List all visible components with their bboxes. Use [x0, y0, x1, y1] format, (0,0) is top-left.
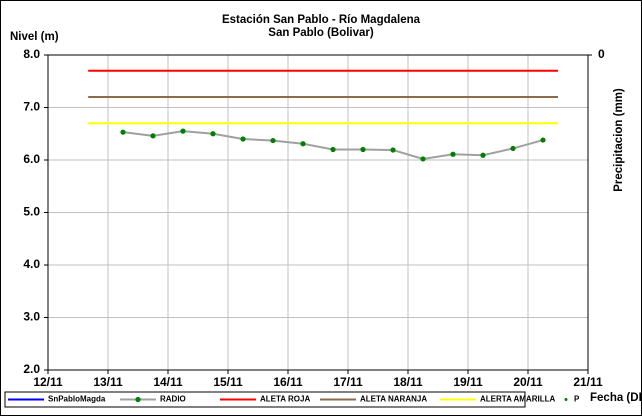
data-point [450, 151, 456, 157]
legend-label: SnPabloMagda [48, 395, 106, 404]
data-point [330, 146, 336, 153]
legend-label: ALETA NARANJA [360, 395, 427, 404]
x-tick-label: 17/11 [333, 375, 363, 389]
data-point [240, 136, 246, 142]
x-tick-label: 21/11 [573, 375, 603, 389]
x-tick-label: 14/11 [153, 375, 183, 389]
plot-border [47, 54, 589, 371]
x-tick-label: 13/11 [93, 375, 123, 389]
y-tick-label: 4.0 [23, 257, 40, 271]
data-point [270, 137, 276, 144]
data-point [390, 147, 396, 153]
data-point [120, 129, 126, 135]
data-point [420, 156, 426, 162]
x-tick-label: 18/11 [393, 375, 423, 389]
y-tick-label: 2.0 [23, 362, 40, 376]
legend-marker [135, 396, 141, 403]
y2-tick-label: 0 [598, 47, 605, 61]
y-tick-label: 6.0 [23, 152, 40, 166]
data-point [300, 141, 306, 147]
chart-subtitle: San Pablo (Bolivar) [268, 27, 374, 39]
y-tick-label: 3.0 [23, 310, 40, 324]
data-point [150, 133, 156, 139]
chart-title: Estación San Pablo - Río Magdalena [222, 14, 421, 26]
legend-label: ALETA ROJA [260, 395, 310, 404]
data-point [540, 137, 546, 143]
x-tick-label: 19/11 [453, 375, 483, 389]
y-axis-label: Nivel (m) [10, 31, 59, 43]
x-axis-label: Fecha (DD/MM) [590, 392, 642, 404]
x-tick-label: 15/11 [213, 375, 243, 389]
legend-label: RADIO [160, 395, 186, 404]
y-tick-label: 5.0 [23, 205, 40, 219]
legend-box [4, 391, 526, 408]
data-point [360, 146, 366, 153]
y-tick-label: 7.0 [23, 100, 40, 114]
x-tick-label: 12/11 [33, 375, 63, 389]
x-tick-label: 20/11 [513, 375, 543, 389]
legend-label: ALERTA AMARILLA [480, 395, 555, 404]
y-tick-label: 8.0 [23, 47, 40, 61]
data-point [510, 145, 516, 152]
data-point [480, 152, 486, 158]
legend-swatch [564, 398, 568, 401]
data-point [180, 128, 186, 134]
x-tick-label: 16/11 [273, 375, 303, 389]
legend-label: P [574, 395, 580, 404]
y2-axis-label: Precipitacion (mm) [613, 88, 625, 192]
data-point [210, 131, 216, 137]
